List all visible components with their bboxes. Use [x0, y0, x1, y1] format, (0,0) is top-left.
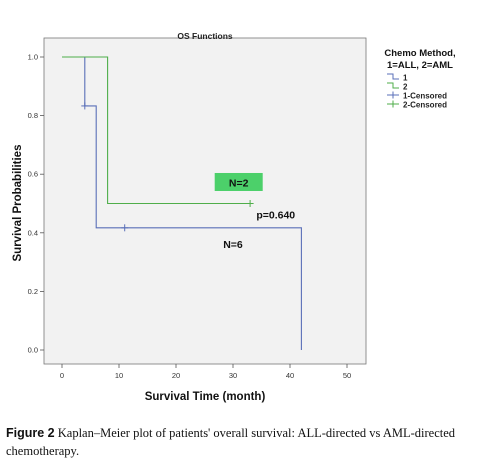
annotation-layer: N=2 p=0.640 N=6: [214, 172, 295, 251]
legend-entry-label: 1-Censored: [403, 92, 447, 101]
figure-label: Figure 2: [6, 426, 55, 440]
legend: Chemo Method, 1=ALL, 2=AML 121-Censored2…: [384, 48, 455, 110]
annotation-text: N=2: [229, 177, 249, 189]
axes: 0 10 20 30 40 50 0.0 0.2 0.4 0.6 0.8 1.0: [28, 53, 352, 381]
x-tick-label: 40: [286, 371, 294, 380]
legend-entry-2: 2: [387, 82, 408, 92]
plot-area: [43, 37, 367, 365]
x-tick-label: 30: [229, 371, 237, 380]
annotation-text: N=6: [223, 239, 243, 251]
censor-mark-series-1: [81, 102, 89, 110]
censor-mark-series-1: [121, 224, 129, 232]
annotation-highlight: [214, 172, 263, 191]
figure-caption-text: Kaplan–Meier plot of patients' overall s…: [6, 426, 456, 458]
y-tick-label: 1.0: [28, 53, 38, 62]
y-tick-label: 0.6: [28, 170, 38, 179]
legend-title-line-2: 1=ALL, 2=AML: [387, 60, 453, 71]
x-tick-label: 10: [115, 371, 123, 380]
x-tick-label: 20: [172, 371, 180, 380]
y-axis-label: Survival Probabilities: [12, 145, 24, 262]
y-tick-label: 0.2: [28, 287, 38, 296]
legend-entry-label: 1: [403, 74, 408, 83]
legend-step-symbol: [387, 82, 399, 89]
y-tick-label: 0.0: [28, 346, 38, 355]
x-axis-label: Survival Time (month): [145, 391, 266, 403]
figure-caption: Figure 2 Kaplan–Meier plot of patients' …: [6, 424, 468, 460]
y-tick-label: 0.4: [28, 228, 38, 237]
legend-entry-2-censored: 2-Censored: [387, 100, 447, 110]
legend-title-line-1: Chemo Method,: [384, 48, 455, 59]
km-chart: OS Functions 0 10 20 30 40 50 0.0 0.2 0.4 0.6 0.8 1…: [12, 31, 456, 403]
legend-entry-label: 2: [403, 83, 408, 92]
legend-step-symbol: [387, 73, 399, 80]
legend-entry-1: 1: [387, 73, 408, 83]
x-tick-label: 0: [60, 371, 64, 380]
legend-entry-label: 2-Censored: [403, 101, 447, 110]
censor-mark-series-2: [246, 200, 254, 207]
y-tick-label: 0.8: [28, 111, 38, 120]
km-curve-series-2: [62, 56, 251, 205]
chart-title: OS Functions: [177, 31, 233, 41]
annotation-text: p=0.640: [256, 210, 295, 222]
legend-entry-1-censored: 1-Censored: [387, 91, 447, 101]
x-tick-label: 50: [343, 371, 351, 380]
series-layer: [62, 56, 302, 350]
